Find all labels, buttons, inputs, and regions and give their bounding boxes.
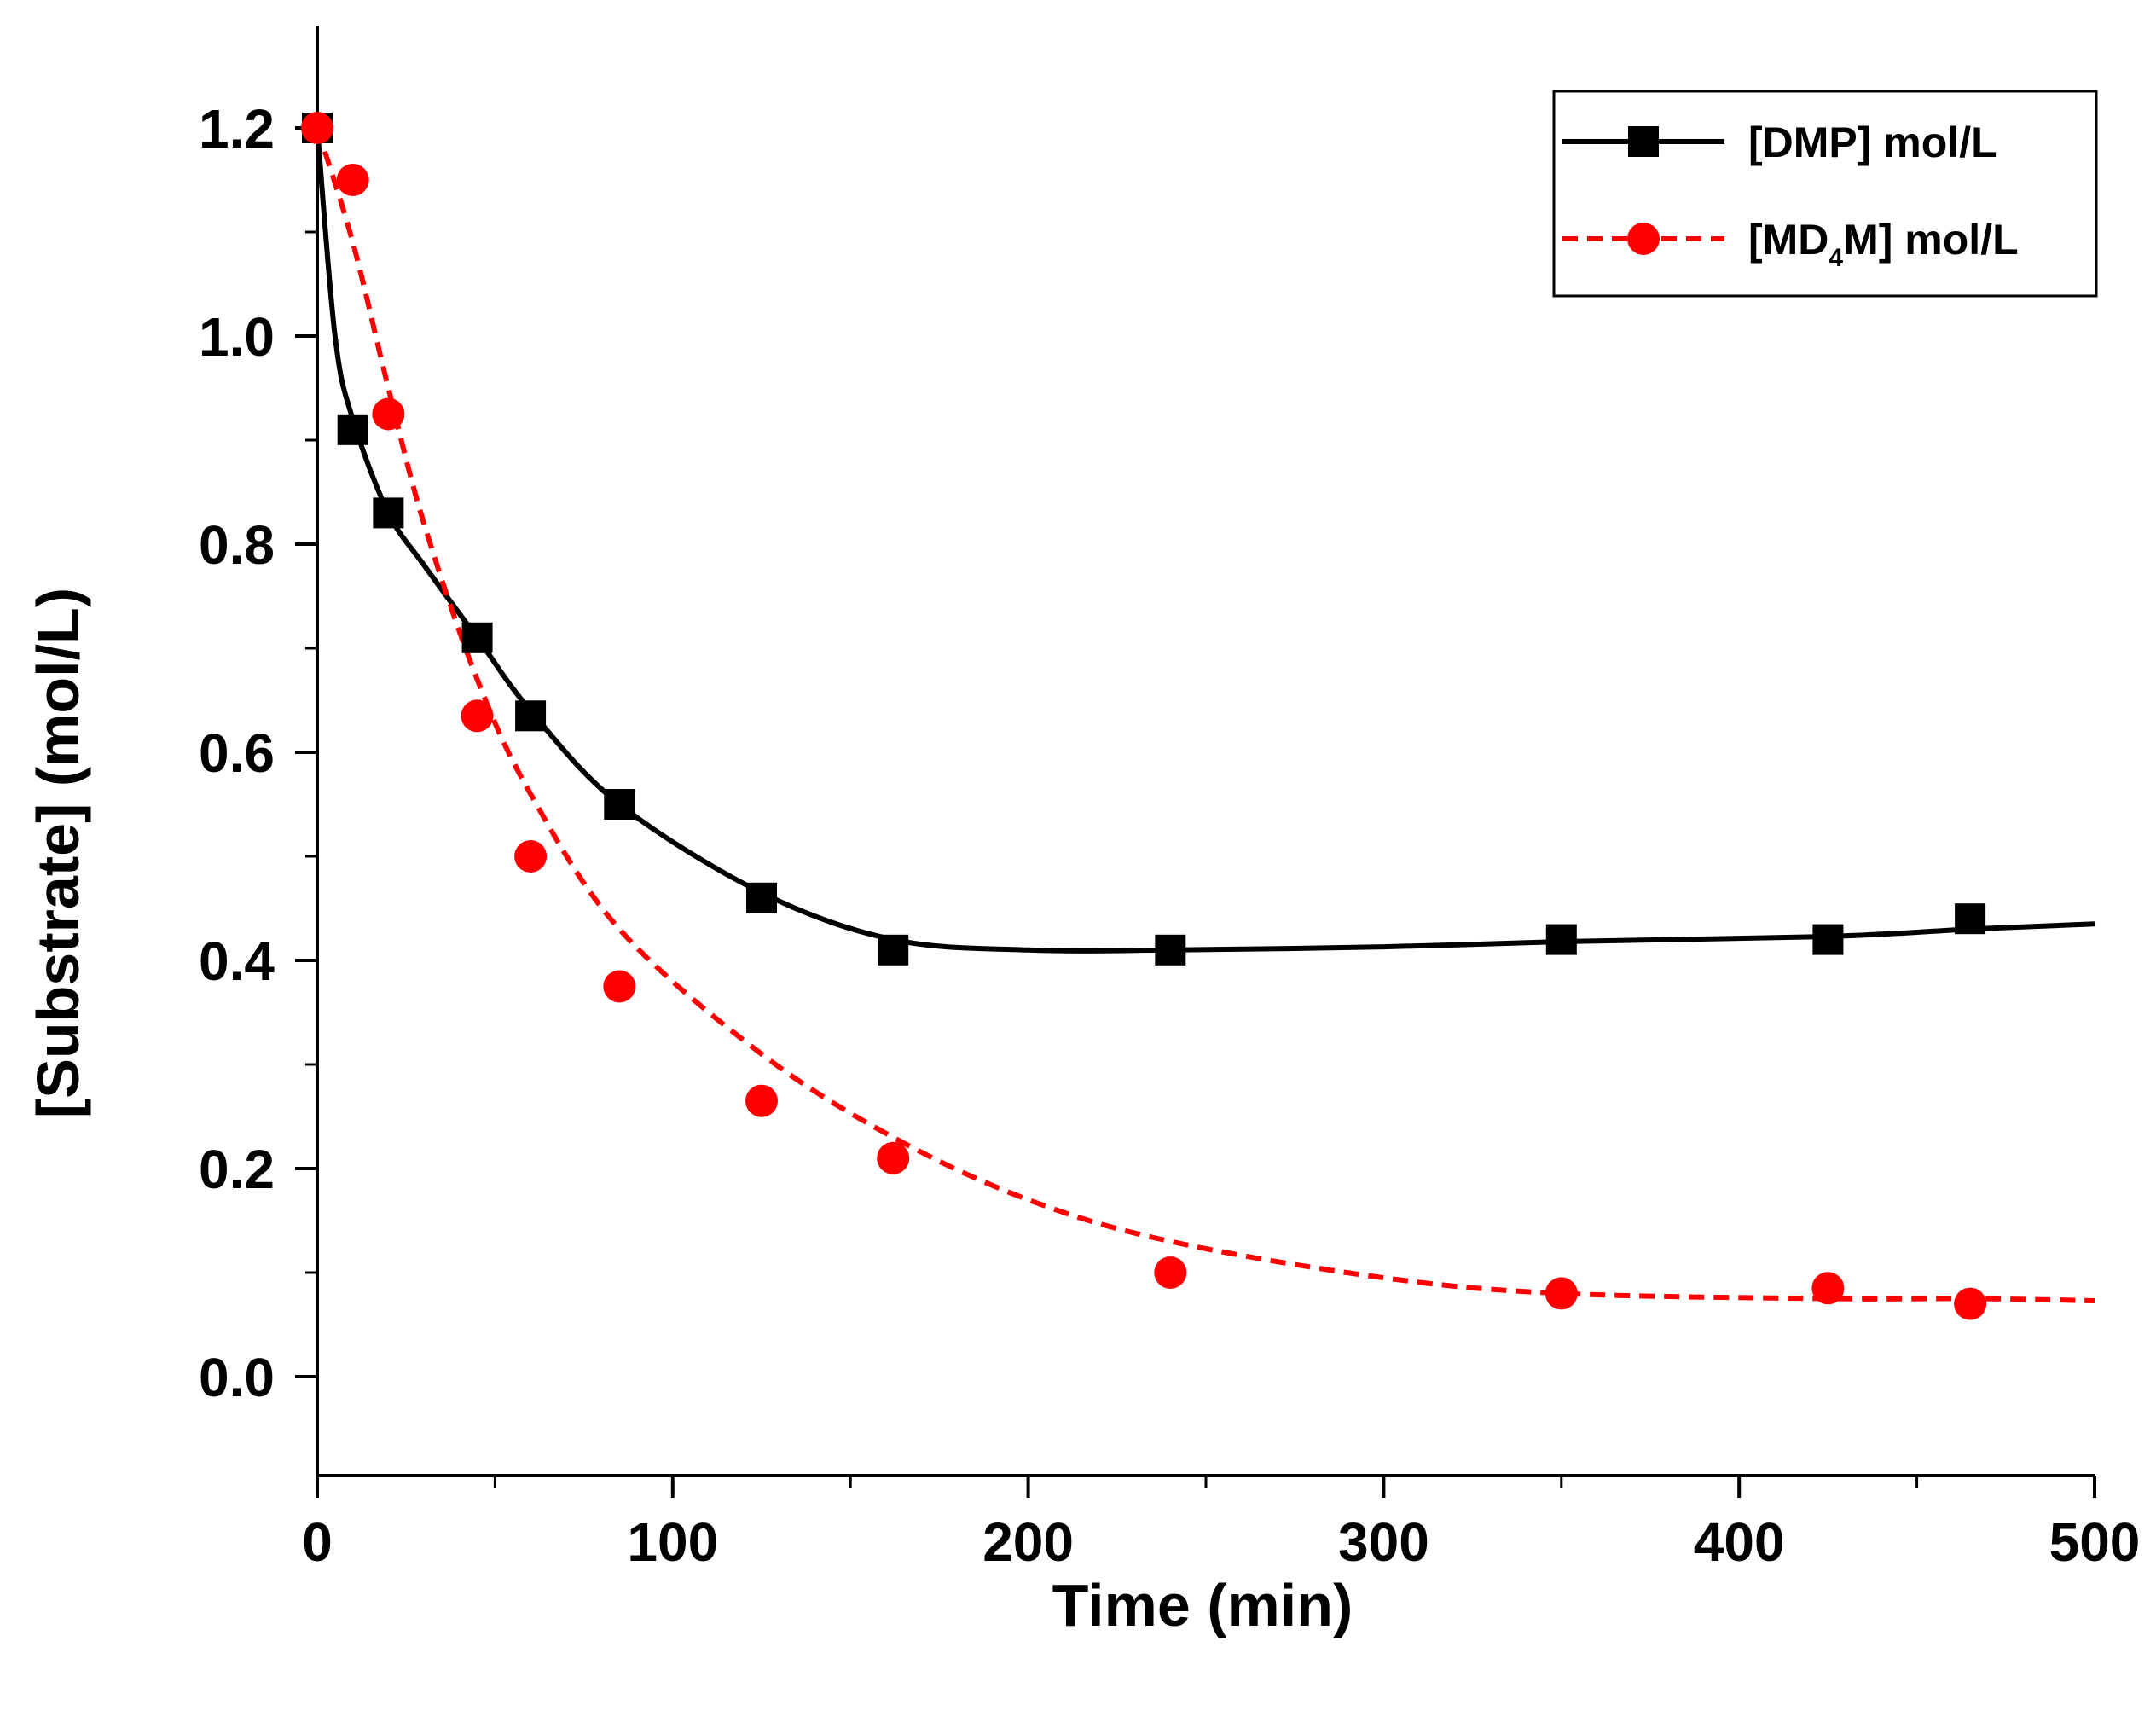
series-fit-line-dmp (315, 127, 2095, 954)
series-fit-line-md4m (315, 127, 2095, 1303)
legend-dmp-label: [DMP] mol/L (1748, 119, 1997, 166)
data-point-dmp (515, 700, 547, 732)
y-axis-title: [Substrate] (mol/L) (25, 588, 91, 1118)
data-point-dmp (604, 789, 635, 820)
x-tick-label: 300 (1338, 1511, 1429, 1573)
x-tick-label: 100 (627, 1511, 718, 1573)
legend-md4m-prefix: [MD (1748, 216, 1829, 264)
x-axis-title: Time (min) (1052, 1572, 1353, 1638)
y-tick-label: 0.6 (199, 722, 275, 784)
y-tick-label: 0.0 (199, 1347, 275, 1408)
data-point-md4m (877, 1141, 910, 1174)
data-point-dmp (1955, 903, 1986, 935)
data-point-dmp (1155, 934, 1186, 966)
data-point-md4m (603, 970, 636, 1003)
data-point-md4m (1545, 1277, 1578, 1310)
legend: [DMP] mol/L [MD4M] mol/L (1552, 90, 2098, 298)
data-point-md4m (301, 112, 333, 144)
y-tick-label: 1.0 (199, 306, 275, 368)
series-lines (315, 127, 2095, 1303)
legend-md4m-suffix: M] mol/L (1843, 216, 2019, 264)
legend-dmp-marker (1628, 126, 1659, 157)
x-tick-label: 0 (302, 1511, 333, 1573)
legend-md4m-subscript: 4 (1829, 244, 1843, 272)
data-point-md4m (461, 699, 494, 733)
data-point-md4m (372, 397, 405, 431)
x-tick-label: 500 (2049, 1511, 2141, 1573)
series-markers (301, 112, 1987, 1320)
y-tick-label: 1.2 (199, 98, 275, 159)
data-point-md4m (336, 164, 369, 196)
data-point-dmp (746, 882, 777, 913)
data-point-md4m (1954, 1287, 1987, 1320)
y-tick-label: 0.8 (199, 514, 275, 576)
data-point-dmp (337, 414, 368, 445)
legend-md4m-marker (1627, 223, 1660, 255)
ticks: 0 100 200 300 400 500 0.0 0.2 0.4 0.6 0.8 1.0 1.2 (199, 98, 2140, 1573)
data-point-dmp (1812, 924, 1844, 955)
x-tick-label: 400 (1694, 1511, 1785, 1573)
data-point-dmp (1545, 924, 1577, 955)
y-tick-label: 0.2 (199, 1139, 275, 1200)
data-point-dmp (461, 622, 493, 653)
x-tick-label: 200 (982, 1511, 1074, 1573)
y-tick-label: 0.4 (199, 931, 275, 992)
data-point-md4m (745, 1084, 778, 1117)
data-point-dmp (878, 934, 909, 966)
data-point-md4m (514, 840, 548, 873)
data-point-dmp (373, 497, 404, 529)
legend-md4m-label: [MD4M] mol/L (1748, 216, 2019, 272)
data-point-md4m (1811, 1272, 1845, 1305)
data-point-md4m (1154, 1256, 1187, 1289)
legend-box (1552, 90, 2098, 298)
